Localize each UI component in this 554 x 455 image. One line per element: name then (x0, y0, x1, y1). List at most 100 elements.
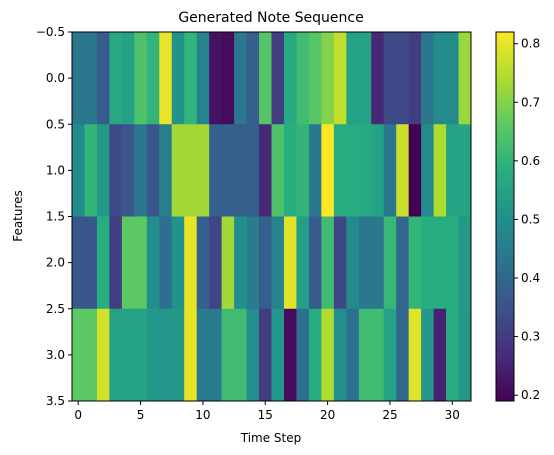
heatmap-cell (408, 32, 422, 125)
heatmap-cell (458, 216, 472, 310)
heatmap-cell (221, 216, 235, 310)
colorbar-tick-label: 0.8 (521, 37, 540, 51)
heatmap-cell (109, 32, 123, 125)
y-tick-label: 3.5 (46, 394, 65, 408)
heatmap-cell (371, 308, 385, 402)
x-axis-label: Time Step (240, 431, 302, 445)
heatmap-cell (246, 308, 260, 402)
heatmap-cell (346, 216, 360, 310)
heatmap-cell (333, 216, 347, 310)
heatmap-cell (246, 216, 260, 310)
heatmap-cell (446, 124, 459, 217)
heatmap-cell (421, 216, 434, 310)
heatmap-cell (96, 308, 110, 402)
heatmap-cell (184, 308, 198, 402)
heatmap-cell (396, 124, 410, 217)
heatmap-cell (296, 124, 310, 217)
heatmap-cell (146, 216, 160, 310)
heatmap-cell (321, 216, 335, 310)
heatmap-cell (72, 308, 85, 402)
heatmap-cell (171, 308, 185, 402)
heatmap-cell (259, 308, 272, 402)
heatmap-cell (396, 32, 410, 125)
heatmap-cell (196, 124, 210, 217)
heatmap-cell (84, 124, 98, 217)
heatmap-cell (134, 124, 148, 217)
x-tick-label: 10 (195, 408, 210, 422)
heatmap-cell (246, 32, 260, 125)
heatmap-cell (209, 308, 223, 402)
heatmap-cell (221, 32, 235, 125)
heatmap-cell (321, 124, 335, 217)
heatmap-cell (109, 216, 123, 310)
heatmap-cell (371, 124, 385, 217)
y-tick-label: 2.5 (46, 302, 65, 316)
x-tick-label: 5 (137, 408, 145, 422)
heatmap-cell (134, 216, 148, 310)
heatmap-cell (396, 216, 410, 310)
heatmap-cell (109, 124, 123, 217)
x-tick-label: 25 (382, 408, 397, 422)
heatmap-cell (308, 124, 322, 217)
heatmap-cell (308, 32, 322, 125)
heatmap-cell (346, 32, 360, 125)
heatmap-cell (296, 308, 310, 402)
heatmap-cell (134, 32, 148, 125)
colorbar-axis: 0.2 0.3 0.4 0.5 0.6 0.7 0.8 (514, 37, 540, 402)
heatmap-cell (259, 216, 272, 310)
heatmap-cell (184, 124, 198, 217)
heatmap-cell (408, 124, 422, 217)
heatmap-cell (421, 32, 434, 125)
colorbar-tick-label: 0.2 (521, 388, 540, 402)
heatmap-cell (458, 32, 472, 125)
heatmap-cell (421, 308, 434, 402)
heatmap-cell (72, 124, 85, 217)
heatmap-cell (408, 216, 422, 310)
heatmap-cell (121, 32, 135, 125)
heatmap-cell (321, 32, 335, 125)
heatmap-cell (121, 216, 135, 310)
heatmap-cell (234, 124, 247, 217)
heatmap-cell (171, 124, 185, 217)
heatmap-cell (458, 124, 472, 217)
heatmap-cell (159, 216, 173, 310)
x-tick-label: 0 (74, 408, 82, 422)
heatmap-cell (259, 32, 272, 125)
heatmap-cell (383, 124, 397, 217)
heatmap-cell (109, 308, 123, 402)
heatmap-cell (283, 216, 297, 310)
heatmap-cell (396, 308, 410, 402)
y-tick-label: 3.0 (46, 348, 65, 362)
heatmap-cell (96, 124, 110, 217)
heatmap-cell (421, 124, 434, 217)
heatmap-cell (271, 124, 285, 217)
heatmap-cell (146, 32, 160, 125)
heatmap-cell (283, 32, 297, 125)
y-axis-label: Features (11, 190, 25, 242)
heatmap-cell (296, 32, 310, 125)
colorbar-tick-label: 0.4 (521, 271, 540, 285)
chart-title: Generated Note Sequence (178, 10, 363, 26)
y-tick-label: 0.5 (46, 117, 65, 131)
heatmap-cell (184, 32, 198, 125)
x-axis: 0 5 10 15 20 25 30 (74, 401, 460, 422)
heatmap-cell (446, 216, 459, 310)
heatmap-cell (72, 216, 85, 310)
heatmap-cells (72, 32, 472, 402)
heatmap-cell (321, 308, 335, 402)
x-tick-label: 30 (445, 408, 460, 422)
heatmap-cell (308, 308, 322, 402)
heatmap-cell (433, 308, 447, 402)
heatmap-cell (209, 32, 223, 125)
heatmap-cell (358, 124, 372, 217)
heatmap-cell (283, 308, 297, 402)
heatmap-cell (134, 308, 148, 402)
heatmap-cell (446, 308, 459, 402)
heatmap-cell (446, 32, 459, 125)
heatmap-cell (209, 216, 223, 310)
heatmap-cell (171, 216, 185, 310)
x-tick-label: 15 (258, 408, 273, 422)
heatmap-cell (221, 308, 235, 402)
heatmap-cell (171, 32, 185, 125)
